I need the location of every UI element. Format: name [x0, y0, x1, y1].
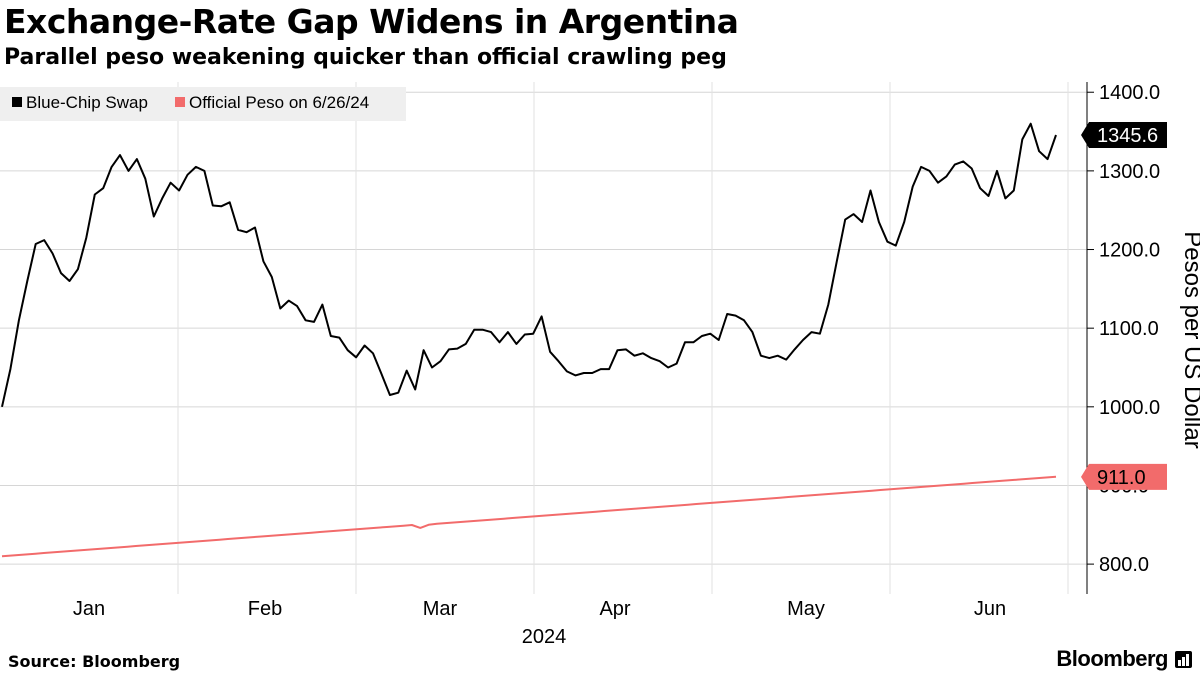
y-axis-title: Pesos per US Dollar: [1179, 231, 1200, 448]
x-axis-year-label: 2024: [522, 626, 567, 648]
legend-background: [0, 87, 406, 121]
bloomberg-logo-icon: [1175, 651, 1192, 668]
legend-swatch-blue-chip: [12, 97, 22, 107]
last-value-label-blue-chip: 1345.6: [1097, 125, 1158, 147]
x-tick-label: Mar: [423, 598, 458, 620]
x-tick-label: May: [787, 598, 825, 620]
y-tick-label: 1100.0: [1099, 318, 1159, 340]
y-tick-label: 800.0: [1099, 554, 1149, 576]
y-tick-label: 1300.0: [1099, 161, 1160, 183]
x-tick-label: Feb: [248, 598, 282, 620]
series-lines: [1, 122, 1057, 558]
last-value-label-official: 911.0: [1097, 467, 1146, 489]
last-value-callouts: 1345.6 911.0: [1081, 122, 1167, 490]
series-line-official: [1, 475, 1057, 558]
bloomberg-logo: Bloomberg: [1056, 646, 1168, 671]
legend: Blue-Chip Swap Official Peso on 6/26/24: [0, 87, 406, 121]
legend-label-blue-chip: Blue-Chip Swap: [26, 93, 148, 112]
last-value-badge-official: [1081, 463, 1167, 490]
y-tick-label: 1200.0: [1099, 240, 1160, 262]
series-line-blue-chip: [1, 122, 1057, 408]
last-value-badge-blue-chip: [1081, 122, 1167, 149]
source-note: Source: Bloomberg: [8, 652, 181, 671]
legend-swatch-official: [175, 97, 185, 107]
gridlines: [0, 82, 1087, 594]
y-tick-label: 1000.0: [1099, 397, 1160, 419]
x-tick-label: Jun: [974, 598, 1006, 620]
legend-label-official: Official Peso on 6/26/24: [189, 93, 369, 112]
x-tick-label: Jan: [73, 598, 105, 620]
chart-subtitle: Parallel peso weakening quicker than off…: [4, 45, 727, 70]
x-tick-label: Apr: [599, 598, 630, 620]
y-tick-label: 1400.0: [1099, 82, 1160, 104]
chart-title: Exchange-Rate Gap Widens in Argentina: [4, 2, 739, 41]
